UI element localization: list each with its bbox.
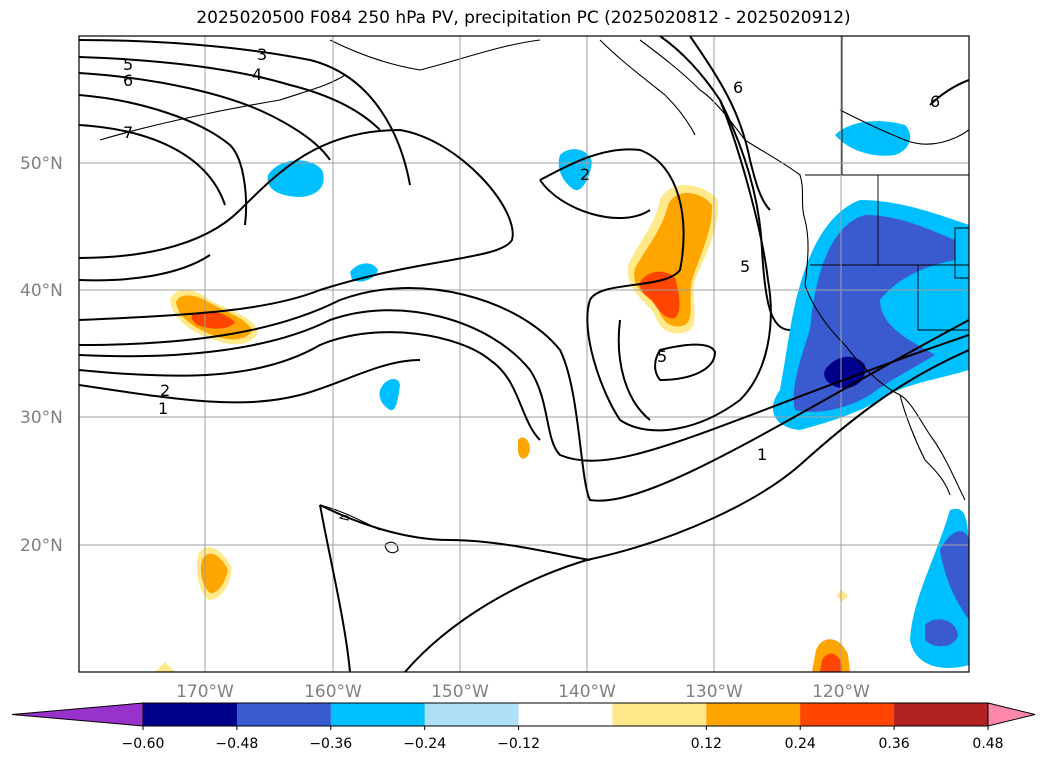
lat-axis: 50°N 40°N 30°N 20°N — [20, 154, 63, 556]
colorbar-segment — [518, 703, 613, 726]
colorbar-extend-low — [11, 702, 144, 727]
colorbar-tick-label: −0.36 — [309, 736, 352, 752]
colorbar-segment — [894, 703, 989, 726]
contour-label: 6 — [123, 71, 133, 90]
contour-label: 1 — [757, 445, 767, 464]
contour-label: 6 — [930, 92, 940, 111]
lat-label: 20°N — [20, 536, 63, 556]
lon-label: 160°W — [304, 682, 362, 702]
colorbar-outline — [142, 702, 989, 727]
lon-label: 120°W — [812, 682, 870, 702]
precip-negative-blob — [267, 160, 324, 197]
colorbar — [11, 702, 1036, 727]
lon-axis: 170°W 160°W 150°W 140°W 130°W 120°W — [176, 682, 870, 702]
contour-label: 3 — [257, 45, 267, 64]
contour-label: 6 — [733, 78, 743, 97]
colorbar-tick-label: −0.12 — [497, 736, 540, 752]
lon-label: 150°W — [431, 682, 489, 702]
colorbar-tick-label: 0.36 — [879, 736, 910, 752]
colorbar-tick-label: −0.60 — [122, 736, 165, 752]
colorbar-tick-label: 0.12 — [691, 736, 722, 752]
lon-label: 130°W — [685, 682, 743, 702]
lon-label: 140°W — [558, 682, 616, 702]
colorbar-extend-high — [987, 702, 1036, 727]
lat-label: 40°N — [20, 281, 63, 301]
colorbar-tick-label: 0.48 — [972, 736, 1003, 752]
pv-contours — [79, 36, 969, 672]
colorbar-tick-label: 0.24 — [785, 736, 816, 752]
contour-label: 1 — [158, 399, 168, 418]
precip-shading — [155, 121, 969, 672]
lat-label: 30°N — [20, 408, 63, 428]
contour-label: 2 — [160, 381, 170, 400]
colorbar-tick-label: −0.24 — [403, 736, 446, 752]
plot-frame — [78, 35, 970, 673]
map-title: 2025020500 F084 250 hPa PV, precipitatio… — [196, 8, 851, 28]
north-america-coast — [639, 39, 966, 501]
contour-label: 7 — [123, 123, 133, 142]
contour-label: 5 — [123, 55, 133, 74]
contour-label: 5 — [740, 257, 750, 276]
colorbar-segment — [612, 703, 707, 726]
colorbar-ticks: −0.60 −0.48 −0.36 −0.24 −0.12 0.12 0.24 0.36 0.4… — [122, 726, 1004, 752]
contour-label: 4 — [252, 65, 262, 84]
colorbar-segment — [706, 703, 801, 726]
colorbar-segment — [330, 703, 426, 726]
contour-label-group: 3 4 5 6 7 2 1 2 5 5 6 6 1 — [123, 45, 940, 464]
lon-label: 170°W — [176, 682, 234, 702]
lat-label: 50°N — [20, 154, 63, 174]
contour-label: 2 — [580, 165, 590, 184]
colorbar-segment — [424, 703, 520, 726]
colorbar-tick-label: −0.48 — [215, 736, 258, 752]
contour-label: 5 — [657, 347, 667, 366]
colorbar-segment — [800, 703, 895, 726]
colorbar-segment — [236, 703, 332, 726]
colorbar-segment — [143, 703, 238, 726]
